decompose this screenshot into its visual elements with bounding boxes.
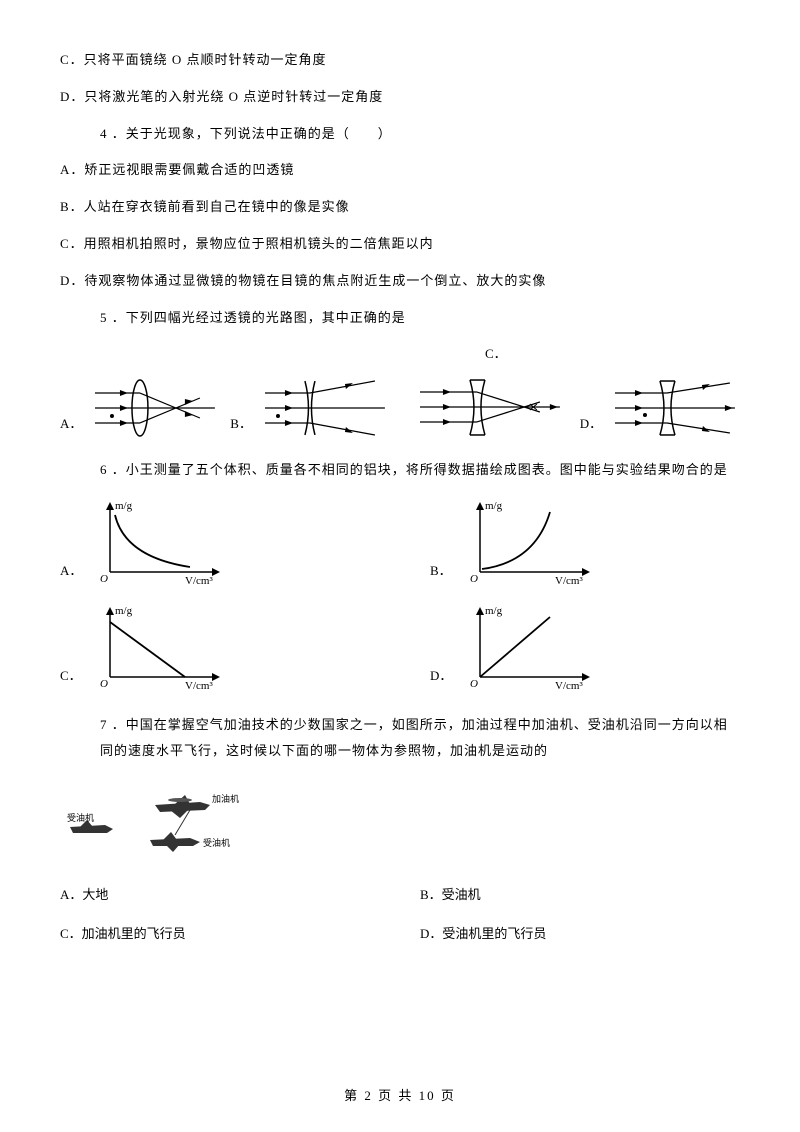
lens-diagram-b bbox=[260, 373, 390, 443]
q4-opt-b: B．人站在穿衣镜前看到自己在镜中的像是实像 bbox=[60, 197, 740, 218]
graph-b: m/g O V/cm³ bbox=[460, 497, 600, 587]
svg-text:受油机: 受油机 bbox=[203, 837, 230, 848]
q4-stem: 4 ．关于光现象，下列说法中正确的是（ ） bbox=[60, 124, 740, 145]
svg-text:m/g: m/g bbox=[485, 500, 503, 512]
q6-stem: 6 ．小王测量了五个体积、质量各不相同的铝块，将所得数据描绘成图表。图中能与实验… bbox=[60, 460, 740, 481]
q5-diagrams: A． B． bbox=[60, 370, 740, 445]
lens-diagram-a bbox=[90, 373, 220, 443]
q4-opt-a: A．矫正远视眼需要佩戴合适的凹透镜 bbox=[60, 160, 740, 181]
q6-opt-a-label: A． bbox=[60, 561, 82, 587]
svg-text:m/g: m/g bbox=[485, 605, 503, 617]
graph-c: m/g O V/cm³ bbox=[90, 602, 230, 692]
q7-opt-b: B．受油机 bbox=[420, 885, 740, 906]
svg-text:O: O bbox=[100, 678, 108, 690]
q7-opt-c: C．加油机里的飞行员 bbox=[60, 924, 380, 945]
graph-a: m/g O V/cm³ bbox=[90, 497, 230, 587]
svg-text:O: O bbox=[470, 573, 478, 585]
svg-text:m/g: m/g bbox=[115, 500, 133, 512]
lens-diagram-c bbox=[415, 370, 565, 445]
q5-opt-b-label: B． bbox=[230, 414, 252, 445]
q5-opt-a-label: A． bbox=[60, 414, 82, 445]
svg-text:O: O bbox=[470, 678, 478, 690]
q6-opt-c-label: C． bbox=[60, 666, 82, 692]
q7-opt-d: D．受油机里的飞行员 bbox=[420, 924, 740, 945]
svg-text:加油机: 加油机 bbox=[212, 793, 239, 804]
svg-text:O: O bbox=[100, 573, 108, 585]
prev-opt-d: D．只将激光笔的入射光绕 O 点逆时针转过一定角度 bbox=[60, 87, 740, 108]
q4-opt-c: C．用照相机拍照时，景物应位于照相机镜头的二倍焦距以内 bbox=[60, 234, 740, 255]
q5-opt-d-label: D． bbox=[580, 414, 602, 445]
q6-opt-d-label: D． bbox=[430, 666, 452, 692]
page-footer: 第 2 页 共 10 页 bbox=[0, 1086, 800, 1107]
svg-text:V/cm³: V/cm³ bbox=[555, 575, 583, 587]
q6-opt-b-label: B． bbox=[430, 561, 452, 587]
q6-graphs: A． m/g O V/cm³ B． m/g O V/cm³ C． bbox=[60, 497, 740, 692]
lens-diagram-d bbox=[610, 373, 740, 443]
graph-d: m/g O V/cm³ bbox=[460, 602, 600, 692]
svg-text:V/cm³: V/cm³ bbox=[555, 680, 583, 692]
q7-stem: 7 ．中国在掌握空气加油技术的少数国家之一，如图所示，加油过程中加油机、受油机沿… bbox=[60, 712, 740, 764]
q5-opt-c-label: C． bbox=[485, 344, 740, 365]
svg-text:V/cm³: V/cm³ bbox=[185, 680, 213, 692]
q5-stem: 5 ．下列四幅光经过透镜的光路图，其中正确的是 bbox=[60, 308, 740, 329]
svg-text:受油机: 受油机 bbox=[67, 812, 94, 823]
svg-text:m/g: m/g bbox=[115, 605, 133, 617]
q4-opt-d: D．待观察物体通过显微镜的物镜在目镜的焦点附近生成一个倒立、放大的实像 bbox=[60, 271, 740, 292]
q7-planes-image: 加油机 受油机 受油机 bbox=[60, 780, 740, 867]
prev-opt-c: C．只将平面镜绕 O 点顺时针转动一定角度 bbox=[60, 50, 740, 71]
svg-text:V/cm³: V/cm³ bbox=[185, 575, 213, 587]
q7-opt-a: A．大地 bbox=[60, 885, 380, 906]
q7-options: A．大地 B．受油机 C．加油机里的飞行员 D．受油机里的飞行员 bbox=[60, 885, 740, 945]
